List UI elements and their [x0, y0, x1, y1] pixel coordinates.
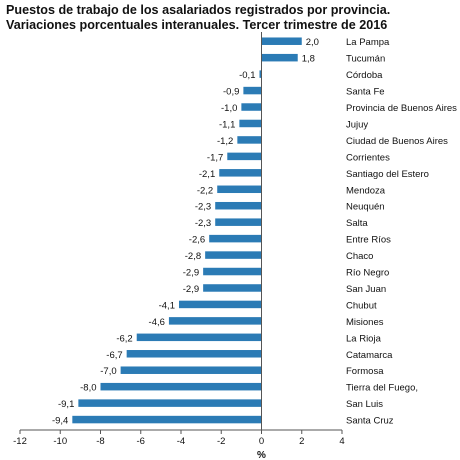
- bar: [219, 169, 262, 177]
- category-label: Catamarca: [346, 350, 393, 361]
- x-tick-label: -4: [177, 436, 185, 447]
- data-label: -9,4: [52, 416, 68, 427]
- bar: [227, 152, 262, 161]
- category-label: Tierra del Fuego,: [346, 383, 418, 394]
- data-label: -1,7: [207, 152, 223, 163]
- category-label: Neuquén: [346, 202, 385, 213]
- x-tick-label: 4: [339, 436, 344, 447]
- data-label: -9,1: [58, 399, 74, 410]
- x-tick-label: -10: [53, 436, 67, 447]
- data-label: -2,8: [185, 251, 201, 262]
- chart-title-line-2: Variaciones porcentuales interanuales. T…: [6, 18, 388, 32]
- bar: [261, 53, 298, 62]
- category-label: Chubut: [346, 300, 377, 311]
- bar: [203, 267, 262, 276]
- bar: [203, 284, 262, 292]
- bar: [243, 86, 262, 95]
- data-label: -2,3: [195, 218, 211, 229]
- category-label: Formosa: [346, 366, 384, 377]
- data-label: -0,1: [239, 70, 255, 81]
- data-label: -2,9: [183, 284, 199, 295]
- bar: [78, 399, 262, 407]
- data-label: -2,3: [195, 202, 211, 213]
- category-label: La Pampa: [346, 37, 390, 48]
- category-label: Corrientes: [346, 152, 390, 163]
- data-label: -8,0: [80, 383, 96, 394]
- x-tick-label: -6: [137, 436, 145, 447]
- x-tick-label: -12: [13, 436, 27, 447]
- bar: [215, 201, 262, 210]
- x-tick-label: 0: [259, 436, 264, 447]
- data-label: 2,0: [306, 37, 319, 48]
- category-label: Provincia de Buenos Aires: [346, 103, 457, 114]
- data-label: -0,9: [223, 87, 239, 98]
- x-tick-label: 2: [299, 436, 304, 447]
- category-label: San Luis: [346, 399, 383, 410]
- category-label: Mendoza: [346, 185, 386, 196]
- data-label: -1,1: [219, 119, 235, 130]
- data-label: -1,0: [221, 103, 237, 114]
- data-label: -6,2: [116, 333, 132, 344]
- bar: [259, 70, 262, 78]
- data-label: -2,9: [183, 268, 199, 279]
- bar: [126, 350, 262, 358]
- bar: [217, 185, 262, 194]
- category-label: Salta: [346, 218, 368, 229]
- category-label: San Juan: [346, 284, 386, 295]
- category-label: Santa Cruz: [346, 416, 394, 427]
- category-label: Santa Fe: [346, 87, 385, 98]
- bar: [261, 37, 302, 45]
- category-label: Río Negro: [346, 268, 389, 279]
- x-tick-label: -8: [96, 436, 104, 447]
- bar: [239, 119, 262, 128]
- chart-title-line-1: Puestos de trabajo de los asalariados re…: [6, 3, 391, 17]
- bar: [168, 317, 262, 325]
- category-label: La Rioja: [346, 333, 382, 344]
- category-label: Tucumán: [346, 54, 385, 65]
- category-label: Jujuy: [346, 119, 368, 130]
- data-label: -1,2: [217, 136, 233, 147]
- category-label: Entre Ríos: [346, 235, 391, 246]
- bar: [215, 218, 262, 226]
- data-label: -2,6: [189, 235, 205, 246]
- data-label: -4,6: [149, 317, 165, 328]
- x-tick-label: -2: [217, 436, 225, 447]
- category-label: Misiones: [346, 317, 384, 328]
- bar: [205, 251, 262, 259]
- bar: [209, 234, 262, 243]
- bar: [237, 136, 262, 144]
- category-label: Ciudad de Buenos Aires: [346, 136, 448, 147]
- bar: [178, 300, 262, 309]
- bar: [241, 103, 262, 111]
- data-label: -4,1: [159, 300, 175, 311]
- x-axis-label: %: [257, 450, 266, 460]
- category-label: Santiago del Estero: [346, 169, 429, 180]
- data-label: -2,1: [199, 169, 215, 180]
- data-label: -2,2: [197, 185, 213, 196]
- category-label: Córdoba: [346, 70, 383, 81]
- data-label: 1,8: [302, 54, 315, 65]
- category-label: Chaco: [346, 251, 373, 262]
- chart-title: Puestos de trabajo de los asalariados re…: [6, 3, 456, 33]
- bar: [120, 366, 262, 374]
- bar: [100, 382, 262, 391]
- data-label: -6,7: [106, 350, 122, 361]
- bar: [72, 415, 262, 424]
- data-label: -7,0: [100, 366, 116, 377]
- bar: [136, 333, 262, 342]
